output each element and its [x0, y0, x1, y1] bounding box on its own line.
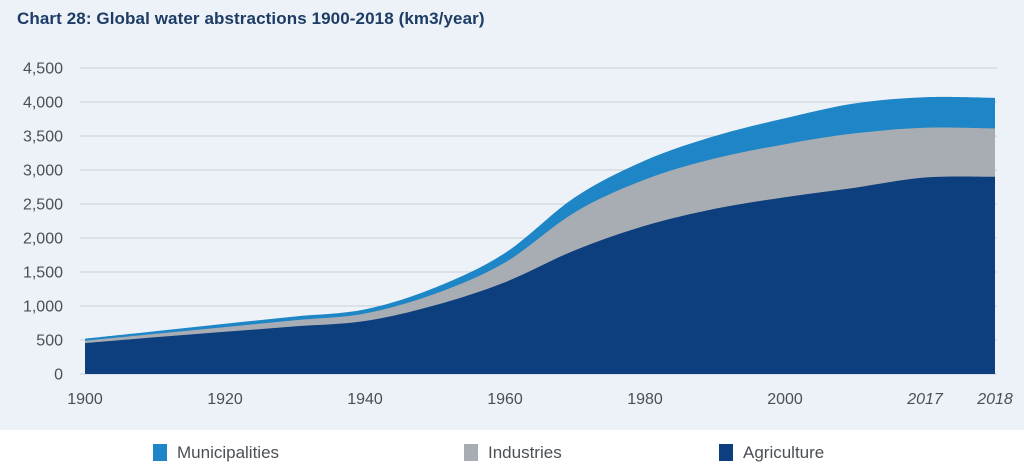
x-axis-tick-label: 1960 [487, 391, 523, 408]
legend: Municipalities Industries Agriculture [0, 430, 1024, 475]
y-axis-tick-label: 4,000 [23, 95, 63, 112]
y-axis-tick-label: 3,000 [23, 163, 63, 180]
legend-swatch-agriculture-icon [719, 444, 733, 461]
y-axis-tick-label: 2,000 [23, 231, 63, 248]
x-axis-tick-label: 1940 [347, 391, 383, 408]
legend-item-industries: Industries [464, 430, 562, 475]
legend-label: Industries [488, 442, 562, 462]
chart-title: Chart 28: Global water abstractions 1900… [17, 9, 485, 28]
y-axis-tick-label: 0 [54, 367, 63, 384]
legend-item-agriculture: Agriculture [719, 430, 824, 475]
chart-canvas: 0 500 1,000 1,500 2,000 2,500 3,000 3,500 4,000 4… [23, 61, 1013, 409]
x-axis-tick-label: 2000 [767, 391, 803, 408]
x-axis-tick-label: 2017 [906, 391, 944, 408]
x-axis-tick-label: 2018 [976, 391, 1013, 408]
x-axis-tick-label: 1920 [207, 391, 243, 408]
y-axis-tick-label: 3,500 [23, 129, 63, 146]
legend-label: Agriculture [743, 442, 825, 462]
y-axis-tick-label: 1,500 [23, 265, 63, 282]
y-axis-tick-label: 500 [36, 333, 63, 350]
x-axis-tick-label: 1980 [627, 391, 663, 408]
legend-swatch-municipalities-icon [153, 444, 167, 461]
legend-swatch-industries-icon [464, 444, 478, 461]
y-axis-tick-label: 1,000 [23, 299, 63, 316]
area-agriculture [85, 176, 995, 374]
y-axis-tick-label: 2,500 [23, 197, 63, 214]
legend-label: Municipalities [177, 442, 280, 462]
legend-item-municipalities: Municipalities [153, 430, 279, 475]
y-axis-tick-label: 4,500 [23, 61, 63, 78]
chart-area: 0 500 1,000 1,500 2,000 2,500 3,000 3,500 4,000 4… [23, 61, 1013, 409]
x-axis-tick-label: 1900 [67, 391, 103, 408]
